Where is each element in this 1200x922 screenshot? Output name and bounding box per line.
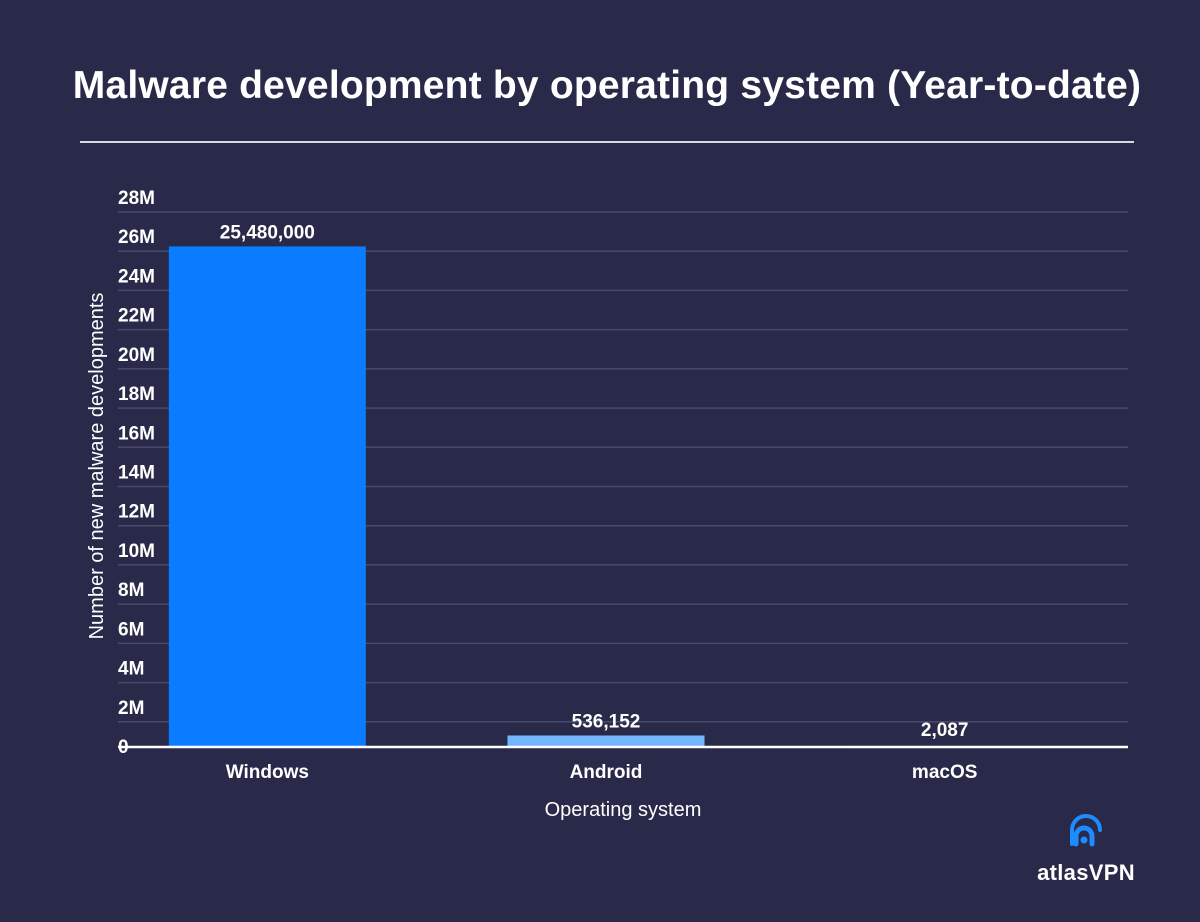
y-tick-labels: 02M4M6M8M10M12M14M16M18M20M22M24M26M28M	[118, 188, 155, 758]
x-axis-title: Operating system	[545, 799, 702, 821]
value-label-windows: 25,480,000	[220, 222, 315, 243]
bar-android	[507, 735, 705, 746]
x-tick-label-android: Android	[570, 762, 643, 783]
y-tick-label: 22M	[118, 306, 155, 327]
y-tick-label: 28M	[118, 188, 155, 209]
y-tick-label: 2M	[118, 698, 144, 719]
value-label-android: 536,152	[572, 711, 641, 732]
atlasvpn-signal-icon	[1070, 814, 1102, 847]
y-axis-title: Number of new malware developments	[86, 293, 108, 640]
x-tick-label-windows: Windows	[226, 762, 309, 783]
bars	[168, 246, 1044, 746]
y-tick-label: 26M	[118, 227, 155, 248]
y-tick-label: 4M	[118, 659, 144, 680]
x-tick-label-macos: macOS	[912, 762, 977, 783]
y-tick-label: 24M	[118, 266, 155, 287]
y-tick-label: 14M	[118, 463, 155, 484]
y-tick-label: 12M	[118, 502, 155, 523]
x-tick-labels: Windows Android macOS	[226, 762, 978, 783]
y-tick-label: 18M	[118, 384, 155, 405]
bar-windows	[168, 246, 366, 746]
value-label-macos: 2,087	[921, 720, 969, 741]
logo-wordmark: atlasVPN	[1037, 860, 1135, 885]
brand-logo: atlasVPN	[1030, 814, 1142, 886]
chart-title: Malware development by operating system …	[72, 64, 1142, 107]
y-tick-label: 20M	[118, 345, 155, 366]
y-tick-label: 10M	[118, 541, 155, 562]
y-tick-label: 8M	[118, 580, 144, 601]
title-divider	[80, 141, 1134, 143]
value-labels: 25,480,000 536,152 2,087	[220, 222, 969, 741]
y-tick-label: 16M	[118, 423, 155, 444]
y-tick-label: 6M	[118, 619, 144, 640]
